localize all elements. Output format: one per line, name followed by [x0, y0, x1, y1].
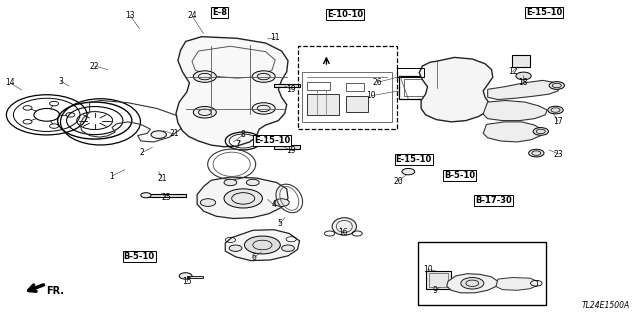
- Bar: [418, 242, 546, 305]
- Text: 8: 8: [241, 130, 246, 139]
- Text: 24: 24: [187, 11, 197, 20]
- Bar: [274, 145, 300, 149]
- Text: 19: 19: [286, 85, 296, 94]
- Text: FR.: FR.: [46, 286, 64, 296]
- Circle shape: [224, 189, 262, 208]
- Polygon shape: [176, 37, 288, 147]
- Circle shape: [533, 128, 548, 135]
- Circle shape: [529, 149, 544, 157]
- Bar: [397, 68, 424, 77]
- Text: 19: 19: [286, 146, 296, 155]
- Circle shape: [244, 236, 280, 254]
- Text: 11: 11: [271, 33, 280, 42]
- Text: 18: 18: [518, 78, 527, 87]
- Text: E-15-10: E-15-10: [396, 155, 432, 164]
- Bar: [307, 94, 339, 115]
- Circle shape: [151, 131, 166, 138]
- Text: 13: 13: [125, 11, 135, 20]
- Circle shape: [141, 193, 151, 198]
- Text: 21: 21: [157, 174, 166, 182]
- Bar: [404, 79, 431, 96]
- Text: E-8: E-8: [212, 8, 227, 17]
- Polygon shape: [488, 80, 560, 100]
- Circle shape: [193, 71, 216, 82]
- Text: 7: 7: [236, 140, 241, 149]
- Circle shape: [402, 168, 415, 175]
- Polygon shape: [197, 177, 288, 219]
- Ellipse shape: [332, 218, 356, 235]
- Bar: [298, 46, 397, 129]
- Circle shape: [549, 82, 564, 89]
- Text: B-5-10: B-5-10: [124, 252, 155, 261]
- Circle shape: [516, 72, 531, 80]
- Text: 22: 22: [90, 62, 99, 70]
- Circle shape: [274, 199, 289, 206]
- Circle shape: [200, 199, 216, 206]
- Text: B-5-10: B-5-10: [444, 171, 476, 180]
- Text: 17: 17: [553, 117, 563, 126]
- Text: TL24E1500A: TL24E1500A: [582, 301, 630, 310]
- Bar: [426, 271, 451, 289]
- Circle shape: [246, 179, 259, 186]
- Text: 9: 9: [433, 286, 438, 295]
- Polygon shape: [496, 278, 538, 290]
- Text: 2: 2: [140, 148, 145, 157]
- Bar: [307, 82, 330, 90]
- Circle shape: [282, 245, 294, 251]
- Text: 3: 3: [58, 77, 63, 86]
- Text: 25: 25: [161, 193, 172, 202]
- Text: 26: 26: [372, 78, 383, 87]
- Text: B-17-30: B-17-30: [475, 197, 511, 205]
- Text: 16: 16: [338, 228, 348, 237]
- Bar: [346, 96, 368, 112]
- Polygon shape: [419, 57, 493, 122]
- Text: 1: 1: [109, 172, 115, 181]
- Circle shape: [179, 273, 192, 279]
- Text: 21: 21: [170, 130, 179, 138]
- Polygon shape: [447, 274, 498, 293]
- Bar: [399, 76, 437, 99]
- Text: 15: 15: [182, 278, 192, 286]
- Text: 10: 10: [366, 91, 376, 100]
- Bar: [429, 273, 448, 287]
- Text: 6: 6: [252, 253, 257, 262]
- Bar: [346, 83, 364, 91]
- Bar: [187, 276, 203, 278]
- Circle shape: [252, 71, 275, 82]
- Bar: [274, 84, 300, 87]
- Circle shape: [229, 245, 242, 251]
- Text: E-15-10: E-15-10: [526, 8, 563, 17]
- Circle shape: [193, 107, 216, 118]
- Text: 14: 14: [5, 78, 15, 87]
- Text: 4: 4: [271, 200, 276, 209]
- Text: 10: 10: [422, 265, 433, 274]
- Bar: [147, 194, 186, 197]
- Text: 12: 12: [508, 67, 517, 76]
- Circle shape: [224, 179, 237, 186]
- Text: 20: 20: [393, 177, 403, 186]
- Polygon shape: [483, 100, 547, 121]
- Text: E-10-10: E-10-10: [327, 10, 363, 19]
- Polygon shape: [483, 122, 543, 142]
- Circle shape: [461, 278, 484, 289]
- Text: 5: 5: [277, 219, 282, 228]
- Text: E-15-10: E-15-10: [254, 137, 291, 145]
- Bar: [512, 55, 530, 67]
- Polygon shape: [225, 230, 300, 261]
- Circle shape: [548, 106, 563, 114]
- Circle shape: [252, 103, 275, 114]
- Text: 23: 23: [554, 150, 564, 159]
- Bar: [302, 72, 392, 122]
